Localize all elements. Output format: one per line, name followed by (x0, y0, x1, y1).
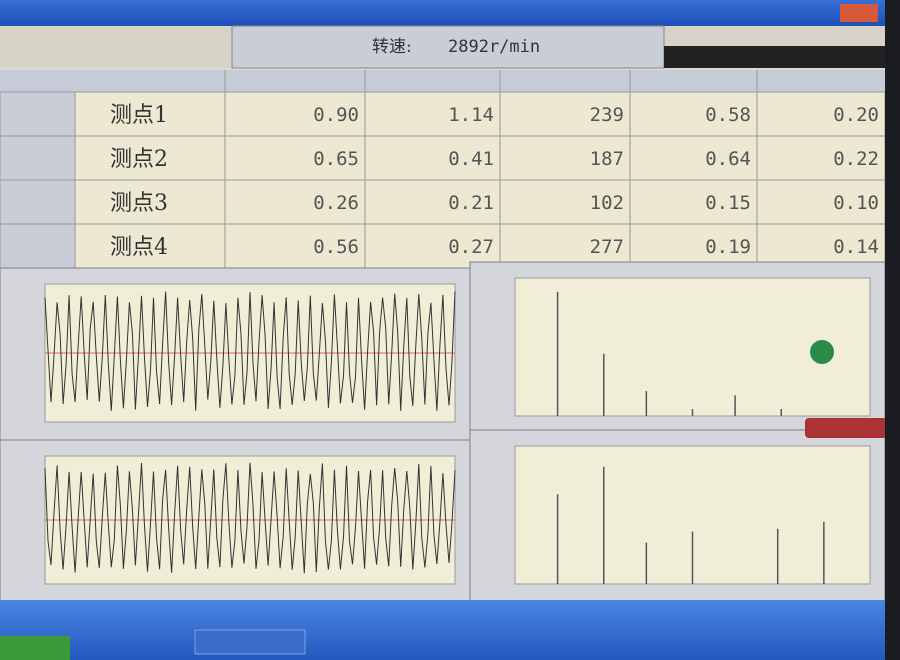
value: 0.21 (448, 192, 494, 214)
value-cell (364, 135, 501, 181)
title-bar (0, 0, 885, 26)
value-cell (499, 179, 631, 225)
taskbar (0, 600, 900, 660)
status-strip (664, 46, 885, 68)
value-cell (629, 179, 758, 225)
row-header (0, 135, 76, 181)
value-cell (224, 223, 366, 269)
value: 0.19 (705, 236, 751, 258)
value: 239 (590, 104, 624, 126)
value: 0.58 (705, 104, 751, 126)
alert-badge (805, 418, 890, 438)
value: 0.14 (833, 236, 879, 258)
value: 0.26 (313, 192, 359, 214)
row-header (0, 91, 76, 137)
value-cell (629, 91, 758, 137)
value: 277 (590, 236, 624, 258)
speed-value: 2892r/min (448, 37, 540, 57)
value-cell (629, 135, 758, 181)
status-icon (810, 340, 834, 364)
speed-label: 转速: (372, 37, 412, 57)
bezel (885, 0, 900, 660)
label-cell (74, 179, 226, 225)
close-button[interactable] (840, 4, 878, 22)
value: 102 (590, 192, 624, 214)
plot-area (514, 277, 871, 417)
value: 0.15 (705, 192, 751, 214)
value-cell (364, 91, 501, 137)
value-cell (499, 135, 631, 181)
value: 1.14 (448, 104, 494, 126)
speed-box (231, 25, 665, 69)
value: 0.56 (313, 236, 359, 258)
point-label: 测点4 (110, 235, 168, 260)
value: 0.65 (313, 148, 359, 170)
value: 0.10 (833, 192, 879, 214)
value: 0.90 (313, 104, 359, 126)
point-label: 测点2 (110, 147, 168, 172)
start-button[interactable] (0, 636, 70, 660)
value-cell (629, 223, 758, 269)
value-cell (499, 91, 631, 137)
value: 187 (590, 148, 624, 170)
value: 0.64 (705, 148, 751, 170)
row-header (0, 179, 76, 225)
value: 0.27 (448, 236, 494, 258)
point-label: 测点1 (110, 103, 168, 128)
taskbar-item[interactable] (194, 629, 306, 655)
row-header (0, 223, 76, 269)
value-cell (756, 91, 886, 137)
value-cell (756, 135, 886, 181)
label-cell (74, 135, 226, 181)
value-cell (499, 223, 631, 269)
waveform (44, 462, 456, 574)
table-header (0, 70, 885, 92)
value: 0.41 (448, 148, 494, 170)
value: 0.20 (833, 104, 879, 126)
point-label: 测点3 (110, 191, 168, 216)
waveform (44, 291, 456, 411)
value: 0.22 (833, 148, 879, 170)
